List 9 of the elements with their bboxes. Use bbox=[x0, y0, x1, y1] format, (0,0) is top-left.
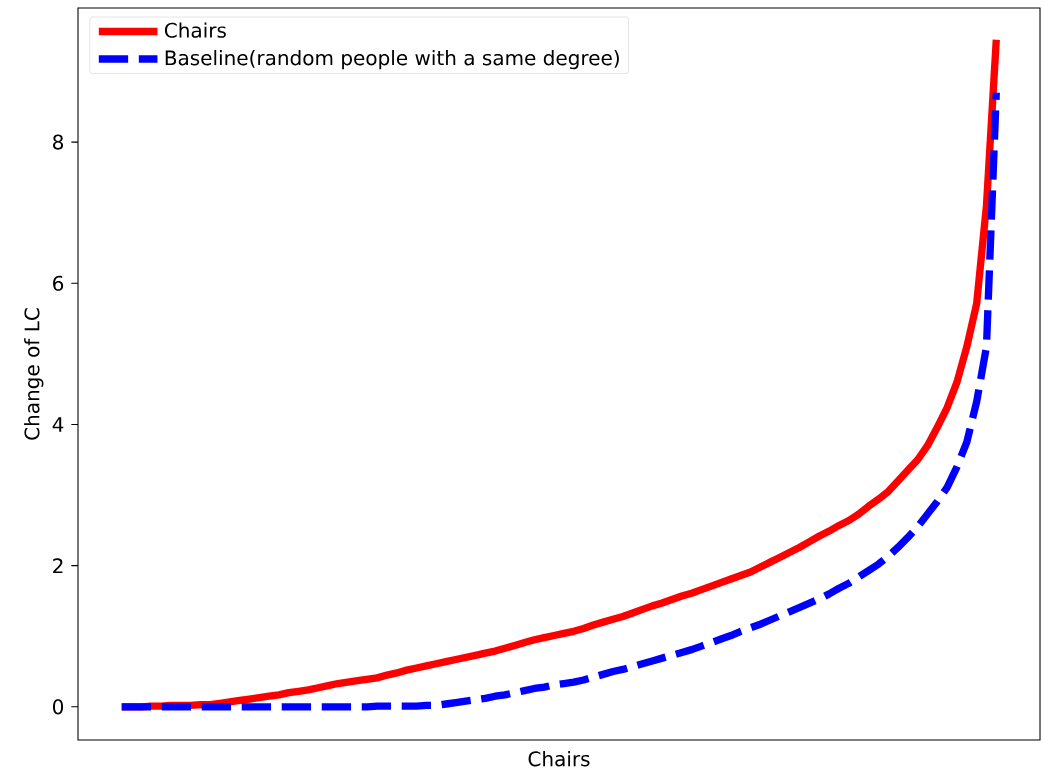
y-axis-title: Change of LC bbox=[24, 308, 44, 440]
legend-label: Baseline(random people with a same degree) bbox=[165, 49, 619, 70]
y-tick-label: 4 bbox=[52, 417, 64, 432]
x-axis-title: Chairs bbox=[528, 750, 590, 767]
y-tick-label: 2 bbox=[53, 558, 63, 574]
y-tick-label: 6 bbox=[53, 275, 64, 291]
y-tick-label: 0 bbox=[52, 699, 64, 715]
legend-label: Chairs bbox=[164, 22, 226, 38]
y-tick-label: 8 bbox=[53, 134, 64, 150]
